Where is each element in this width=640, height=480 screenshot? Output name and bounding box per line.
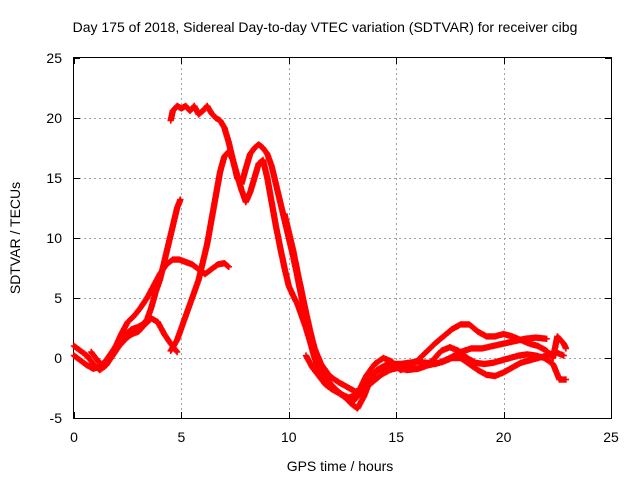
series-trace-b [70, 196, 184, 372]
x-tick-label: 0 [70, 429, 78, 445]
marker-trace [281, 210, 570, 395]
plot-frame [73, 57, 612, 419]
marker-trace [88, 256, 232, 369]
x-tick-label: 10 [281, 429, 297, 445]
marker-trace [70, 196, 184, 372]
data-points [70, 102, 570, 412]
y-tick-label: 20 [46, 110, 62, 126]
y-axis-label: SDTVAR / TECUs [7, 182, 23, 294]
grid-lines [74, 58, 611, 418]
y-tick-label: -5 [50, 410, 63, 426]
x-tick-label: 15 [388, 429, 404, 445]
marker-trace [167, 148, 550, 412]
axis-ticks: 0 5 10 15 20 25 -5 0 5 10 15 20 25 [46, 50, 619, 445]
y-tick-label: 5 [54, 290, 62, 306]
y-tick-label: 10 [46, 230, 62, 246]
series-trace-g [281, 210, 570, 395]
y-tick-label: 15 [46, 170, 62, 186]
y-tick-label: 0 [54, 350, 62, 366]
series-trace-d [167, 148, 550, 412]
chart-title: Day 175 of 2018, Sidereal Day-to-day VTE… [73, 19, 578, 35]
x-tick-label: 20 [496, 429, 512, 445]
x-axis-label: GPS time / hours [287, 458, 394, 474]
series-trace-c [88, 256, 232, 369]
x-tick-label: 25 [603, 429, 619, 445]
y-tick-label: 25 [46, 50, 62, 66]
x-tick-label: 5 [178, 429, 186, 445]
